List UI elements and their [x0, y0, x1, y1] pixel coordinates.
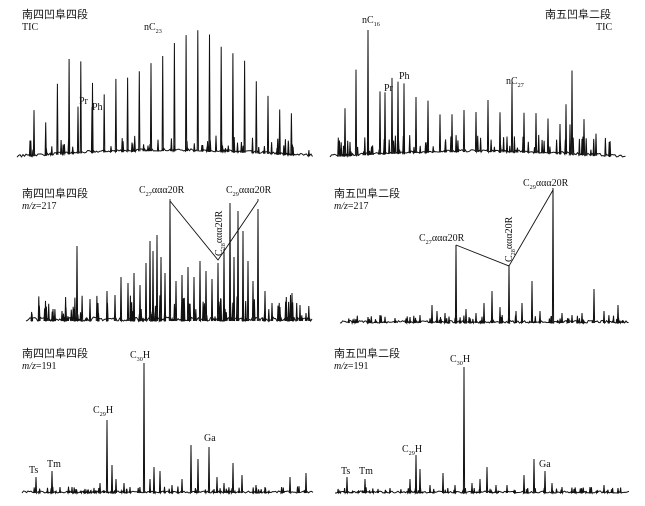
mz191-left-title-line2: m/z=191 [22, 361, 57, 372]
tic-left-peak-pr: Pr [79, 96, 89, 107]
tic-left-trace [16, 30, 313, 158]
mz217-right-peak-c27: C27ααα20R [419, 233, 465, 246]
mz217-right-peak-c28: C28ααα20R [504, 216, 517, 262]
mz191-left-title-line1: 南四凹阜四段 [22, 346, 88, 360]
tic-right-peak-ph: Ph [399, 71, 410, 82]
mz217-left-connector [169, 199, 259, 261]
mz191-left-peak-c29h: C29H [93, 405, 113, 418]
tic-left-title-line2: TIC [22, 22, 38, 33]
tic-right-trace [329, 29, 626, 158]
tic-right-peak-pr: Pr [384, 83, 394, 94]
mz217-left-peak-c29: C29ααα20R [226, 185, 272, 198]
mz191-left-trace [21, 362, 314, 495]
mz191-left-peak-ga: Ga [204, 433, 216, 444]
mz217-right-trace [339, 187, 629, 325]
mz217-right-title-line1: 南五凹阜二段 [334, 186, 400, 200]
tic-right-title-line2: TIC [596, 22, 612, 33]
mz191-left-peak-tm: Tm [47, 459, 61, 470]
mz217-left-title-line2: m/z=217 [22, 201, 57, 212]
mz191-right-peak-tm: Tm [359, 466, 373, 477]
mz217-left-peak-c27: C27ααα20R [139, 185, 185, 198]
mz191-left-peak-ts: Ts [29, 465, 38, 476]
mz191-right-peak-ts: Ts [341, 466, 350, 477]
tic-right-peak-nc27: nC27 [506, 76, 524, 89]
tic-left-peak-nc23: nC23 [144, 22, 162, 35]
mz217-left-trace [25, 200, 313, 323]
mz191-right-peak-c30h: C30H [450, 354, 470, 367]
mz217-right-connector [455, 189, 554, 267]
mz191-left-peak-c30h: C30H [130, 350, 150, 363]
mz217-left-peak-c28: C28ααα20R [214, 210, 227, 256]
mz191-right-peak-ga: Ga [539, 459, 551, 470]
mz217-right-peak-c29: C29ααα20R [523, 178, 569, 191]
tic-right-title-line1: 南五凹阜二段 [545, 7, 611, 21]
tic-right-peak-nc16: nC16 [362, 15, 380, 28]
mz191-right-peak-c29h: C29H [402, 444, 422, 457]
mz191-right-trace [335, 366, 630, 495]
mz191-right-title-line2: m/z=191 [334, 361, 369, 372]
tic-left-peak-ph: Ph [92, 102, 103, 113]
mz217-left-title-line1: 南四凹阜四段 [22, 186, 88, 200]
tic-left-title-line1: 南四凹阜四段 [22, 7, 88, 21]
mz217-right-title-line2: m/z=217 [334, 201, 369, 212]
mz191-right-title-line1: 南五凹阜二段 [334, 346, 400, 360]
